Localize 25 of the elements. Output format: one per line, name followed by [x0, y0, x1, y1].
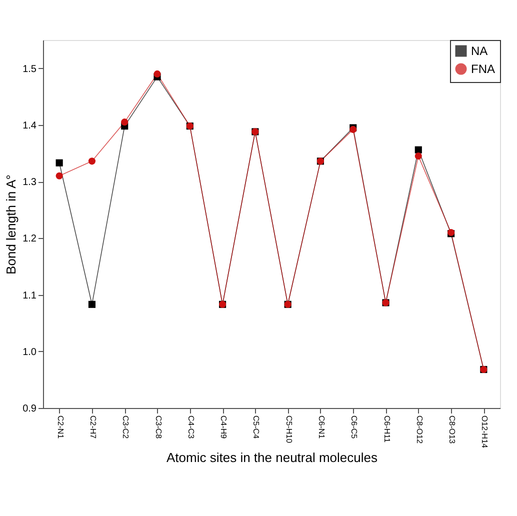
- y-tick-label: 1.4: [22, 120, 37, 132]
- x-tick-label: C6-H11: [382, 416, 392, 444]
- x-tick-label: C8-O12: [414, 416, 424, 444]
- x-tick-label: C4-C3: [186, 416, 196, 440]
- x-tick-label: C5-H10: [284, 416, 294, 444]
- legend-label: FNA: [471, 62, 495, 76]
- legend-label: NA: [471, 44, 488, 58]
- x-tick-label: C3-C8: [154, 416, 163, 440]
- x-axis-title: Atomic sites in the neutral molecules: [166, 450, 378, 465]
- y-tick-label: 0.9: [22, 404, 37, 414]
- y-tick-label: 1.3: [22, 177, 37, 188]
- x-tick-label: C3-C2: [121, 416, 130, 440]
- y-tick-label: 1.0: [22, 346, 37, 358]
- y-tick-label: 1.2: [22, 234, 37, 245]
- y-axis-title: Bond length in A°: [4, 174, 19, 274]
- x-tick-label: C5-C4: [252, 416, 261, 440]
- x-tick-label: C2-H7: [88, 416, 98, 440]
- x-tick-label: C4-H9: [219, 416, 228, 440]
- x-tick-label: C8-O13: [448, 416, 457, 444]
- x-tick-label: C6-C5: [350, 416, 359, 440]
- y-tick-label: 1.5: [22, 64, 37, 75]
- x-tick-label: C2-N1: [56, 416, 65, 440]
- x-tick-label: C6-N1: [316, 416, 326, 440]
- y-tick-label: 1.1: [22, 290, 37, 302]
- x-tick-label: O12-H14: [480, 416, 490, 449]
